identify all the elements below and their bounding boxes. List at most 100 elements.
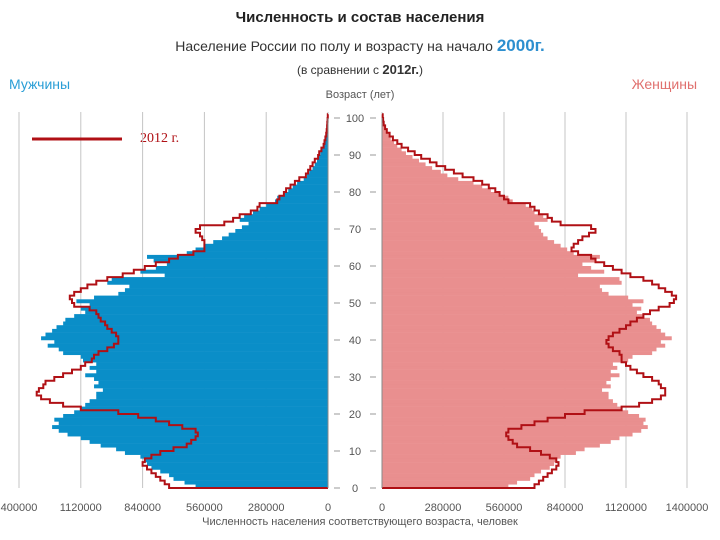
bar-female-age-51 — [382, 295, 629, 300]
bar-male-age-84 — [307, 173, 328, 178]
bar-male-age-62 — [147, 254, 328, 259]
subtitle-year: 2000г. — [496, 36, 545, 55]
bar-male-age-32 — [89, 365, 328, 370]
comparison-suffix: ) — [419, 63, 424, 77]
bar-female-age-89 — [382, 155, 413, 159]
bar-female-age-65 — [382, 243, 561, 248]
age-tick-80: 80 — [349, 187, 361, 199]
bar-female-age-13 — [382, 436, 620, 441]
bar-male-age-90 — [320, 151, 328, 156]
bar-female-age-23 — [382, 399, 613, 404]
bar-female-age-20 — [382, 410, 629, 415]
bar-female-age-55 — [382, 280, 622, 285]
bar-male-age-80 — [288, 188, 328, 193]
bar-female-age-40 — [382, 336, 672, 341]
bar-male-age-74 — [252, 210, 328, 215]
bar-female-age-25 — [382, 391, 609, 396]
bar-male-age-18 — [54, 417, 329, 422]
bar-male-age-61 — [153, 258, 328, 263]
bar-female-age-8 — [382, 454, 561, 459]
bar-male-age-8 — [140, 454, 328, 459]
bar-male-age-11 — [100, 443, 329, 448]
bar-male-age-40 — [41, 336, 328, 341]
bar-male-age-31 — [96, 369, 328, 374]
age-tick-100: 100 — [346, 113, 364, 125]
bar-male-age-35 — [80, 354, 328, 359]
bar-female-age-63 — [382, 251, 574, 256]
bar-male-age-22 — [85, 402, 328, 407]
bar-female-age-82 — [382, 180, 474, 185]
age-tick-0: 0 — [352, 483, 358, 495]
bar-female-age-94 — [382, 136, 391, 141]
bar-female-age-75 — [382, 206, 533, 211]
bar-female-age-64 — [382, 247, 568, 252]
bar-male-age-52 — [118, 291, 328, 296]
bar-female-age-58 — [382, 269, 605, 274]
bar-female-age-7 — [382, 458, 557, 463]
bar-female-age-48 — [382, 306, 642, 311]
bar-male-age-83 — [303, 177, 328, 182]
bar-male-age-19 — [63, 414, 329, 418]
bar-male-age-17 — [58, 421, 328, 426]
bar-male-age-44 — [63, 321, 329, 326]
bar-male-age-51 — [94, 295, 329, 300]
age-tick-50: 50 — [349, 298, 361, 310]
bar-male-age-53 — [124, 288, 328, 293]
bar-male-age-39 — [54, 340, 329, 344]
bar-male-age-36 — [63, 351, 329, 356]
age-tick-60: 60 — [349, 261, 361, 273]
chart-subtitle: Население России по полу и возрасту на н… — [0, 36, 720, 56]
bar-male-age-7 — [144, 458, 328, 463]
bar-female-age-81 — [382, 184, 483, 189]
bar-female-age-28 — [382, 380, 607, 385]
x-tick-male-0: 0 — [325, 502, 331, 514]
bar-female-age-4 — [382, 469, 542, 474]
bar-male-age-77 — [275, 199, 328, 204]
bar-female-age-35 — [382, 354, 633, 359]
bar-female-age-46 — [382, 314, 644, 319]
age-tick-30: 30 — [349, 372, 361, 384]
bar-male-age-3 — [169, 473, 328, 478]
bar-male-age-93 — [324, 140, 328, 145]
bar-male-age-30 — [85, 373, 328, 378]
bar-male-age-59 — [155, 266, 328, 270]
bar-female-age-10 — [382, 447, 585, 452]
outlines-2012 — [35, 113, 678, 489]
bar-female-age-54 — [382, 284, 600, 289]
bar-female-age-96 — [382, 129, 387, 134]
bar-female-age-69 — [382, 229, 542, 233]
bar-male-age-43 — [56, 325, 329, 330]
bar-male-age-91 — [321, 147, 328, 152]
bar-male-age-29 — [94, 377, 329, 381]
bar-male-age-76 — [266, 203, 328, 208]
bar-male-age-21 — [80, 406, 328, 411]
bar-male-age-15 — [58, 428, 328, 433]
bar-male-age-4 — [160, 469, 328, 474]
bar-male-age-64 — [195, 247, 328, 252]
bar-female-age-1 — [382, 480, 518, 485]
bar-male-age-87 — [314, 162, 328, 167]
bar-female-age-29 — [382, 377, 611, 381]
bar-female-age-3 — [382, 473, 535, 478]
bar-male-age-68 — [228, 232, 328, 237]
bar-female-age-84 — [382, 173, 448, 178]
axes: 0 280000 560000 840000 1120000 400000 0 280000 5… — [1, 113, 709, 514]
bar-female-age-97 — [382, 125, 385, 130]
bar-female-age-47 — [382, 310, 637, 315]
bar-female-age-74 — [382, 210, 535, 215]
bar-male-age-66 — [213, 240, 328, 245]
bar-male-age-72 — [239, 217, 328, 222]
bar-male-age-67 — [222, 236, 328, 241]
bar-female-age-80 — [382, 188, 491, 193]
bar-female-age-66 — [382, 240, 555, 245]
legend-label: 2012 г. — [140, 131, 180, 146]
bar-male-age-73 — [244, 214, 328, 219]
bar-female-age-41 — [382, 332, 666, 337]
comparison-prefix: (в сравнении с — [296, 63, 383, 77]
bar-male-age-24 — [96, 395, 328, 400]
bar-female-age-32 — [382, 365, 618, 370]
bar-male-age-50 — [76, 299, 328, 304]
bar-female-age-22 — [382, 402, 618, 407]
bar-female-age-92 — [382, 143, 398, 148]
